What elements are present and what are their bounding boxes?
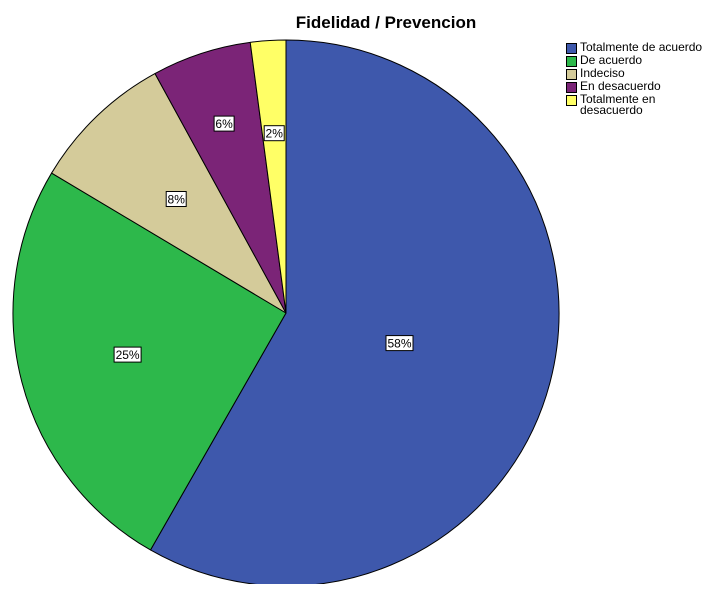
legend-swatch xyxy=(566,69,577,80)
legend-swatch xyxy=(566,82,577,93)
legend-label: Totalmente de acuerdo xyxy=(580,40,703,54)
chart-title: Fidelidad / Prevencion xyxy=(295,13,477,32)
data-label-text: 8% xyxy=(168,193,186,207)
data-label-box xyxy=(385,335,414,352)
data-label-text: 25% xyxy=(116,348,140,362)
legend-swatch xyxy=(566,43,577,54)
data-label-totalmente-de-acuerdo: 58% xyxy=(385,335,414,352)
legend-label: Indeciso xyxy=(580,66,625,80)
legend-swatch xyxy=(566,56,577,67)
data-label-text: 58% xyxy=(387,337,411,351)
data-label-en-desacuerdo: 6% xyxy=(213,115,235,132)
legend-label: De acuerdo xyxy=(580,53,643,67)
data-label-box xyxy=(213,115,235,132)
legend-item-totalmente-de-acuerdo: Totalmente de acuerdo xyxy=(566,40,726,54)
legend-item-en-desacuerdo: En desacuerdo xyxy=(566,79,726,93)
data-label-text: 2% xyxy=(266,127,284,141)
data-label-de-acuerdo: 25% xyxy=(113,346,142,363)
pie-slice-totalmente-en-desacuerdo xyxy=(249,39,287,314)
pie-slice-de-acuerdo xyxy=(12,172,287,551)
data-label-text: 6% xyxy=(215,117,233,131)
legend-label: En desacuerdo xyxy=(580,79,661,93)
data-label-totalmente-en-desacuerdo: 2% xyxy=(263,125,285,142)
data-label-box xyxy=(165,191,187,207)
legend-item-de-acuerdo: De acuerdo xyxy=(566,53,726,67)
legend-swatch xyxy=(566,95,577,106)
legend-item-totalmente-en-desacuerdo: Totalmente en desacuerdo xyxy=(566,92,726,117)
legend-item-indeciso: Indeciso xyxy=(566,66,726,80)
legend: Totalmente de acuerdo De acuerdo Indeciso E… xyxy=(566,40,726,117)
legend-label: Totalmente en desacuerdo xyxy=(580,92,656,117)
data-label-indeciso: 8% xyxy=(165,191,187,207)
data-label-box xyxy=(263,125,285,142)
data-label-box xyxy=(113,346,142,363)
